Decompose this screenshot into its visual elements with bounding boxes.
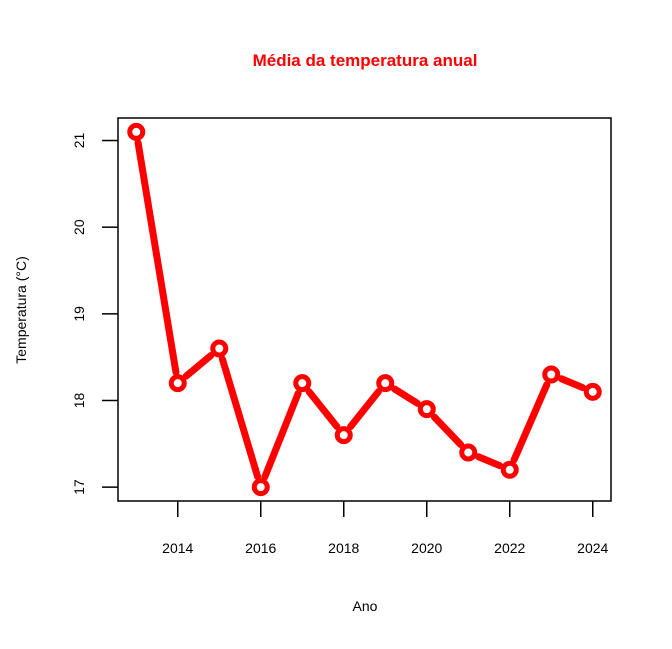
- x-axis-label: Ano: [353, 598, 378, 614]
- x-tick-label: 2024: [577, 540, 608, 556]
- data-point: [376, 374, 395, 393]
- y-tick-label: 19: [71, 306, 87, 322]
- y-axis: 17 18 19 20 21: [71, 133, 119, 495]
- line-segment: [510, 381, 551, 464]
- y-axis-label: Temperatura (°C): [13, 256, 29, 364]
- line-segment: [347, 388, 382, 431]
- data-point: [459, 443, 478, 462]
- data-point: [127, 122, 146, 141]
- y-tick-label: 17: [71, 479, 87, 495]
- line-segment: [218, 355, 262, 481]
- data-point: [168, 374, 187, 393]
- data-point-center: [218, 347, 221, 350]
- data-point: [417, 400, 436, 419]
- data-point-center: [508, 468, 511, 472]
- x-tick-label: 2020: [411, 540, 442, 556]
- data-point: [293, 374, 312, 393]
- line-segment: [391, 385, 421, 407]
- y-tick-label: 18: [71, 392, 87, 408]
- x-tick-label: 2014: [162, 540, 193, 556]
- data-point-center: [425, 407, 428, 411]
- data-point-center: [591, 390, 594, 394]
- line-segment: [182, 352, 215, 380]
- data-point: [210, 339, 229, 358]
- x-tick-label: 2018: [328, 540, 359, 556]
- data-point-center: [135, 130, 138, 134]
- line-segment: [134, 139, 180, 376]
- data-point: [334, 426, 353, 445]
- line-segment: [557, 375, 587, 392]
- data-point: [500, 460, 519, 479]
- line-segment: [305, 388, 341, 431]
- line-segment: [261, 389, 302, 481]
- data-point-center: [259, 485, 262, 489]
- series-line: [127, 122, 602, 497]
- y-tick-label: 20: [71, 219, 87, 235]
- x-tick-label: 2022: [494, 540, 525, 556]
- data-point: [542, 365, 561, 384]
- y-tick-label: 21: [71, 133, 87, 149]
- chart-title: Média da temperatura anual: [253, 51, 478, 70]
- data-point-center: [301, 381, 304, 385]
- line-segment: [474, 453, 504, 470]
- line-segment: [430, 413, 465, 449]
- data-point-center: [384, 381, 387, 385]
- data-point: [251, 478, 270, 497]
- data-point-center: [342, 433, 345, 437]
- data-point-center: [550, 373, 553, 376]
- x-tick-label: 2016: [245, 540, 276, 556]
- data-point-center: [467, 451, 470, 454]
- data-point-center: [176, 381, 179, 385]
- data-point: [583, 382, 602, 401]
- plot-frame: [117, 117, 612, 502]
- x-axis: 2014 2016 2018 2020 2022 2024: [162, 500, 609, 556]
